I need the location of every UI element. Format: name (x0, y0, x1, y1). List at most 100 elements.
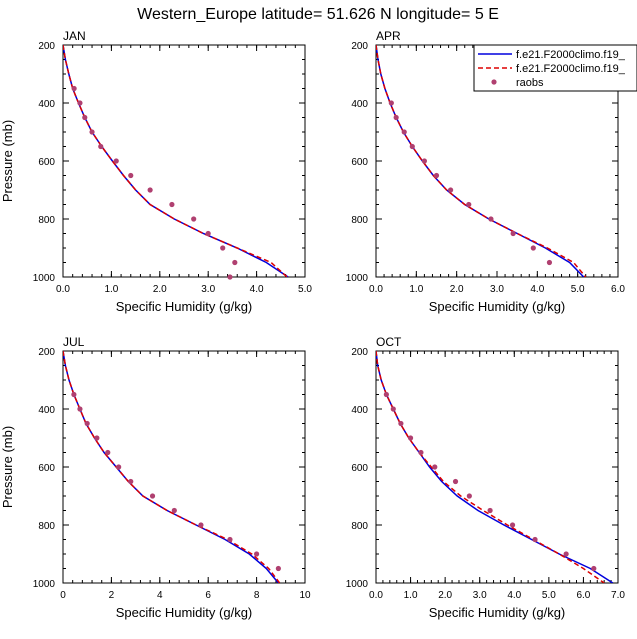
y-tick-label: 200 (38, 41, 55, 52)
raobs-point (198, 522, 204, 528)
x-tick-label: 4.0 (250, 284, 264, 295)
raobs-point (388, 100, 394, 106)
raobs-point (147, 187, 153, 193)
y-tick-label: 600 (38, 157, 55, 168)
panel-jan: JAN 0.0 1.0 2.0 3.0 4.0 5.0 200 400 600 800 1000 Spe… (0, 29, 312, 314)
raobs-point (205, 230, 211, 237)
raobs-point (77, 406, 83, 412)
x-tick-label: 5.0 (571, 284, 585, 295)
raobs-point (220, 245, 226, 251)
raobs-point (393, 114, 399, 121)
x-tick-label: 4.0 (530, 284, 544, 295)
raobs-point (254, 551, 260, 557)
model2-line (376, 45, 587, 277)
raobs-point (77, 100, 83, 106)
raobs-point (409, 143, 415, 150)
y-tick-label: 1000 (33, 273, 56, 284)
model2-line (376, 351, 605, 583)
legend: f.e21.F2000climo.f19_ f.e21.F2000climo.f1… (473, 44, 637, 92)
raobs-point (546, 259, 553, 266)
raobs-point (171, 507, 177, 514)
y-tick-label: 400 (38, 99, 55, 110)
raobs-point (398, 420, 404, 427)
legend-swatch-raobs (491, 79, 497, 85)
x-axis-label: Specific Humidity (g/kg) (116, 299, 253, 314)
y-tick-label: 800 (38, 521, 55, 532)
x-tick-label: 8 (254, 590, 260, 601)
raobs-point (98, 143, 104, 150)
panel-apr: APR 0.0 1.0 2.0 3.0 4.0 5.0 6.0 200 400 600 800 1000… (346, 29, 637, 314)
raobs-point (488, 216, 494, 222)
legend-label: f.e21.F2000climo.f19_ (516, 49, 626, 61)
x-tick-label: 2 (109, 590, 115, 601)
y-tick-label: 800 (38, 215, 55, 226)
series-group-oct (376, 351, 614, 583)
y-axis-label: Pressure (mb) (0, 120, 15, 202)
y-tick-label: 800 (351, 521, 368, 532)
raobs-point (84, 420, 90, 427)
y-tick-label: 400 (351, 99, 368, 110)
raobs-point (487, 507, 493, 514)
x-tick-label: 4 (157, 590, 163, 601)
legend-label: f.e21.F2000climo.f19_ (516, 63, 626, 75)
series-group-jan (63, 45, 289, 277)
raobs-point (149, 493, 156, 499)
raobs-point (591, 565, 597, 572)
x-tick-label: 0 (60, 590, 66, 601)
y-tick-label: 1000 (346, 579, 369, 590)
plot-frame-oct (375, 350, 619, 584)
raobs-point (421, 158, 427, 164)
raobs-point (116, 464, 122, 470)
series-group-jul (63, 351, 281, 583)
y-tick-label: 600 (351, 157, 368, 168)
model2-line (63, 351, 281, 583)
x-tick-label: 2.0 (450, 284, 464, 295)
raobs-point (275, 565, 281, 572)
x-tick-label: 5.0 (542, 590, 556, 601)
raobs-point (390, 406, 396, 412)
legend-box (473, 44, 637, 92)
x-axis-label: Specific Humidity (g/kg) (116, 605, 253, 620)
y-tick-label: 200 (351, 347, 368, 358)
legend-label: raobs (516, 77, 544, 89)
panel-jul: JUL 0 2 4 6 8 10 200 400 600 800 1000 Specific Humid… (0, 335, 311, 620)
panel-oct: OCT 0.0 1.0 2.0 3.0 4.0 5.0 6.0 7.0 200 400 600 800 1… (346, 335, 626, 620)
model1-line (63, 45, 289, 277)
raobs-point (401, 129, 407, 135)
raobs-point (94, 435, 100, 441)
raobs-point (89, 129, 95, 135)
panel-label-oct: OCT (376, 335, 402, 349)
x-tick-label: 5.0 (298, 284, 312, 295)
x-tick-label: 6.0 (611, 284, 625, 295)
x-tick-label: 6 (205, 590, 211, 601)
x-tick-label: 2.0 (153, 284, 167, 295)
y-tick-label: 1000 (346, 273, 369, 284)
x-tick-label: 3.0 (490, 284, 504, 295)
raobs-point (448, 187, 454, 193)
x-tick-label: 2.0 (438, 590, 452, 601)
y-tick-label: 600 (351, 463, 368, 474)
raobs-point (232, 259, 238, 266)
plot-frame-jan (62, 44, 306, 278)
raobs-point (82, 114, 88, 121)
raobs-point (71, 391, 77, 398)
raobs-point (466, 493, 472, 499)
raobs-point (510, 230, 516, 237)
x-tick-label: 0.0 (56, 284, 70, 295)
raobs-point (466, 201, 472, 208)
panel-label-jan: JAN (63, 29, 86, 43)
raobs-point (452, 478, 459, 485)
panel-label-apr: APR (376, 29, 401, 43)
raobs-point (227, 536, 233, 543)
y-tick-label: 1000 (33, 579, 56, 590)
y-tick-label: 800 (351, 215, 368, 226)
raobs-point (418, 449, 424, 456)
panels-group: JAN 0.0 1.0 2.0 3.0 4.0 5.0 200 400 600 800 1000 Spe… (0, 29, 637, 620)
y-tick-label: 400 (38, 405, 55, 416)
model1-line (63, 351, 279, 583)
raobs-point (113, 158, 119, 164)
raobs-point (509, 522, 516, 528)
x-tick-label: 10 (299, 590, 311, 601)
raobs-point (432, 464, 438, 470)
